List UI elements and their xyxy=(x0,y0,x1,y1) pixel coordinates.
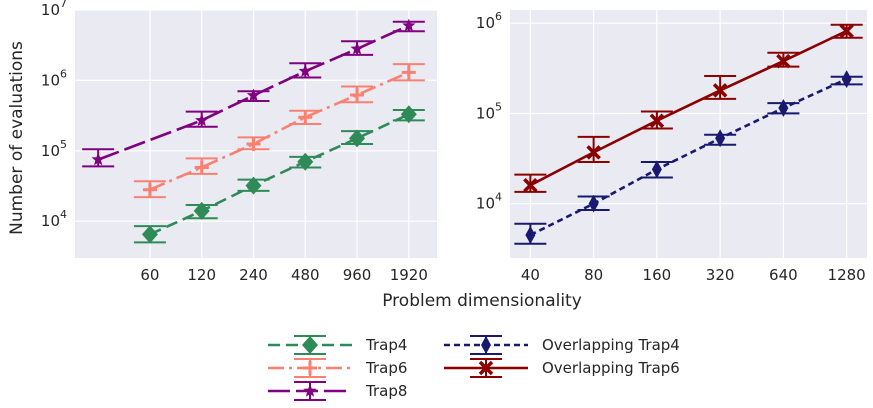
x-tick-label: 160 xyxy=(643,266,672,284)
data-point xyxy=(712,83,728,98)
data-point xyxy=(400,105,417,124)
data-point xyxy=(401,65,416,80)
data-point xyxy=(778,98,789,117)
data-point xyxy=(246,136,261,151)
data-point xyxy=(298,110,313,125)
legend: Trap4 Trap6 Trap8 Overlapping Trap4 Overlapp… xyxy=(268,335,680,401)
series-trap8 xyxy=(82,18,425,168)
legend-entry: Overlapping Trap4 xyxy=(444,335,680,355)
legend-marker xyxy=(478,360,494,376)
series-line xyxy=(149,71,410,191)
x-tick-label: 40 xyxy=(521,266,540,284)
data-point xyxy=(586,145,601,160)
y-axis-label: Number of evaluations xyxy=(7,41,27,235)
plot-area xyxy=(75,10,437,258)
series-line xyxy=(97,24,410,161)
data-point xyxy=(297,152,314,171)
data-point xyxy=(246,88,261,102)
left-panel: 60 120 240 480 960 1920 104 105 106 107 xyxy=(41,0,437,284)
x-tick-label: 640 xyxy=(769,266,798,284)
data-point xyxy=(193,201,210,220)
data-point xyxy=(523,178,538,193)
legend-label: Trap6 xyxy=(365,359,407,377)
data-point xyxy=(194,160,209,175)
y-tick-label: 104 xyxy=(41,208,67,230)
data-point xyxy=(298,64,312,77)
y-tick-label: 106 xyxy=(41,67,67,89)
y-tick-label: 105 xyxy=(476,100,502,122)
legend-entry: Trap4 xyxy=(268,335,407,355)
series-overlapping-trap4 xyxy=(514,70,863,245)
legend-label: Trap8 xyxy=(365,382,407,400)
x-tick-label: 320 xyxy=(706,266,735,284)
legend-label: Overlapping Trap4 xyxy=(542,336,680,354)
y-tick-label: 106 xyxy=(476,10,502,32)
x-tick-label: 240 xyxy=(239,266,268,284)
legend-marker xyxy=(481,336,491,354)
x-tick-label: 960 xyxy=(343,266,372,284)
data-point xyxy=(349,129,366,148)
legend-entry: Trap8 xyxy=(268,381,407,401)
x-tick-label: 1920 xyxy=(390,266,428,284)
x-tick-label: 60 xyxy=(140,266,159,284)
legend-label: Trap4 xyxy=(365,336,407,354)
x-tick-label: 80 xyxy=(584,266,603,284)
data-point xyxy=(525,225,536,244)
data-point xyxy=(350,88,365,103)
data-point xyxy=(776,53,791,69)
y-tick-label: 105 xyxy=(41,138,67,160)
y-tick-label: 104 xyxy=(476,191,502,213)
data-point xyxy=(715,129,726,148)
data-point xyxy=(839,23,854,39)
series-line xyxy=(149,113,410,236)
y-tick-label: 107 xyxy=(41,0,67,19)
right-panel: 40 80 160 320 640 1280 104 105 106 xyxy=(476,10,867,284)
data-point xyxy=(91,152,105,166)
x-tick-label: 1280 xyxy=(828,266,866,284)
data-point xyxy=(588,194,599,213)
data-point xyxy=(651,160,662,179)
series-overlapping-trap6 xyxy=(514,23,863,193)
data-point xyxy=(142,182,157,197)
legend-marker xyxy=(303,361,317,375)
data-point xyxy=(245,176,262,195)
series-trap4 xyxy=(133,105,425,244)
legend-label: Overlapping Trap6 xyxy=(542,359,680,377)
x-tick-label: 480 xyxy=(291,266,320,284)
data-point xyxy=(841,70,852,89)
data-point xyxy=(195,113,209,127)
x-tick-label: 120 xyxy=(187,266,216,284)
legend-marker xyxy=(303,384,317,397)
data-point xyxy=(649,113,665,128)
data-point xyxy=(402,18,416,32)
x-axis-label: Problem dimensionality xyxy=(382,291,582,311)
legend-entry: Trap6 xyxy=(268,358,407,378)
series-line xyxy=(529,29,848,187)
legend-marker xyxy=(302,336,318,354)
data-point xyxy=(141,225,158,244)
data-point xyxy=(350,41,364,55)
series-trap6 xyxy=(133,63,425,199)
legend-entry: Overlapping Trap6 xyxy=(444,358,680,378)
